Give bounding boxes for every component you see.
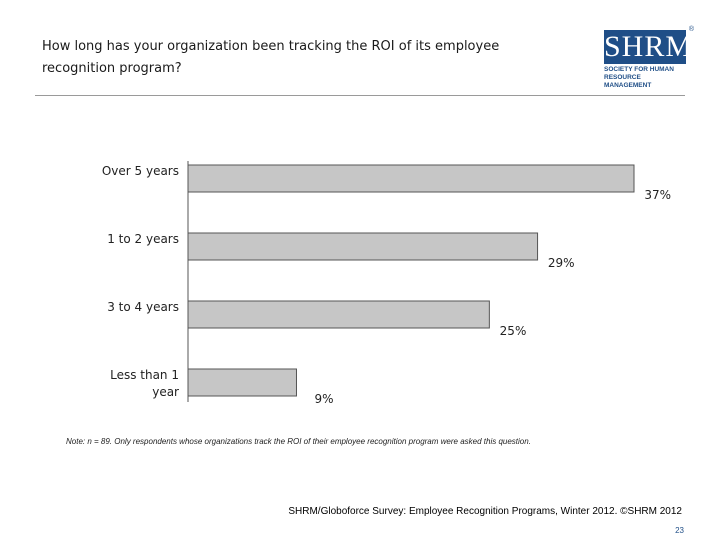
registered-icon: ® bbox=[688, 26, 694, 33]
value-label-2: 25% bbox=[500, 324, 527, 338]
category-label-1: 1 to 2 years bbox=[107, 232, 179, 246]
logo-mark: SHRM bbox=[604, 30, 694, 64]
logo-sub-line-1: SOCIETY FOR HUMAN bbox=[604, 66, 674, 73]
logo-sub-line-2: RESOURCE MANAGEMENT bbox=[604, 74, 652, 89]
value-label-3: 9% bbox=[314, 392, 333, 406]
value-label-0: 37% bbox=[644, 188, 671, 202]
logo-subtitle: SOCIETY FOR HUMAN RESOURCE MANAGEMENT bbox=[604, 66, 688, 90]
footnote: Note: n = 89. Only respondents whose org… bbox=[66, 437, 531, 446]
page-number: 23 bbox=[675, 526, 684, 535]
title-line-1: How long has your organization been trac… bbox=[42, 39, 500, 54]
title-line-2: recognition program? bbox=[42, 61, 182, 76]
source-citation: SHRM/Globoforce Survey: Employee Recogni… bbox=[288, 506, 682, 517]
bar-0 bbox=[187, 164, 635, 193]
shrm-logo: SHRM ® SOCIETY FOR HUMAN RESOURCE MANAGE… bbox=[604, 26, 694, 89]
bar-1 bbox=[187, 232, 539, 261]
bar-2 bbox=[187, 300, 490, 329]
header-divider bbox=[35, 95, 685, 96]
value-label-1: 29% bbox=[548, 256, 575, 270]
category-label-0: Over 5 years bbox=[102, 164, 179, 178]
category-label-3: Less than 1 year bbox=[110, 368, 179, 399]
bar-3 bbox=[187, 368, 297, 397]
bars-layer: Over 5 years 37% 1 to 2 years 29% 3 to 4 yea… bbox=[102, 161, 671, 406]
chart-title: How long has your organization been trac… bbox=[42, 36, 522, 80]
category-label-2: 3 to 4 years bbox=[107, 300, 179, 314]
